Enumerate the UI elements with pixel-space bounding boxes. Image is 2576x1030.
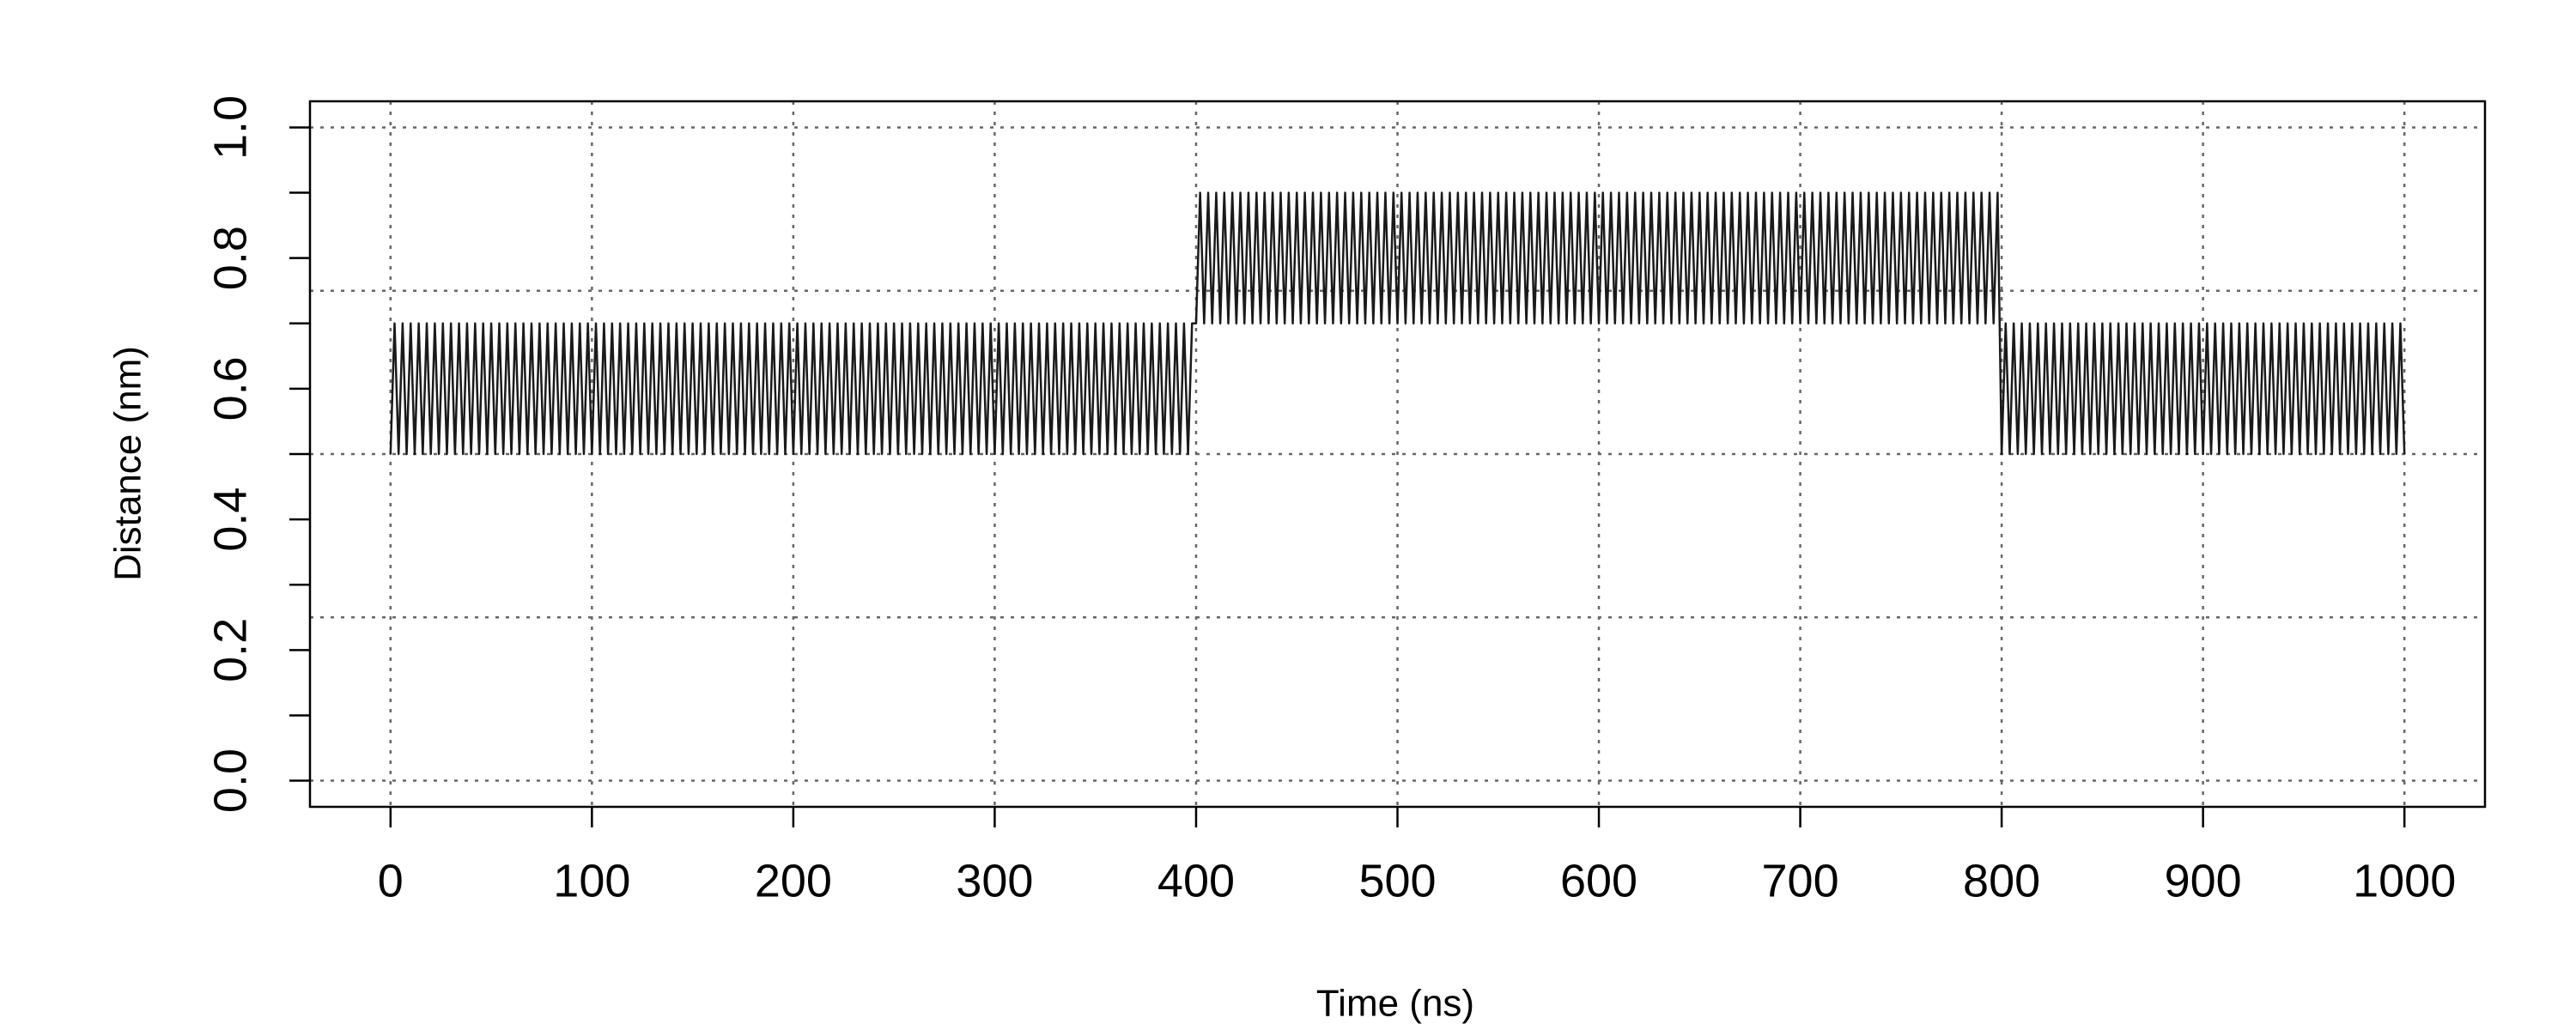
x-tick-label: 900 bbox=[2165, 855, 2242, 906]
x-tick-label: 600 bbox=[1560, 855, 1637, 906]
x-tick-label: 1000 bbox=[2353, 855, 2456, 906]
x-tick-label: 400 bbox=[1157, 855, 1235, 906]
y-tick-label: 0.8 bbox=[204, 226, 256, 290]
x-axis-title: Time (ns) bbox=[1316, 983, 1474, 1025]
x-tick-label: 0 bbox=[378, 855, 404, 906]
x-tick-label: 200 bbox=[755, 855, 832, 906]
data-line bbox=[389, 191, 2406, 456]
x-tick-label: 100 bbox=[553, 855, 630, 906]
x-tick-label: 700 bbox=[1762, 855, 1839, 906]
y-tick-label: 1.0 bbox=[204, 95, 256, 160]
y-tick-label: 0.4 bbox=[204, 488, 256, 552]
x-tick-label: 500 bbox=[1358, 855, 1436, 906]
y-tick-label: 0.6 bbox=[204, 356, 256, 421]
y-tick-label: 0.2 bbox=[204, 618, 256, 682]
x-tick-label: 800 bbox=[1963, 855, 2040, 906]
y-tick-label: 0.0 bbox=[204, 748, 256, 813]
y-axis-title: Distance (nm) bbox=[107, 346, 149, 581]
x-tick-label: 300 bbox=[956, 855, 1033, 906]
